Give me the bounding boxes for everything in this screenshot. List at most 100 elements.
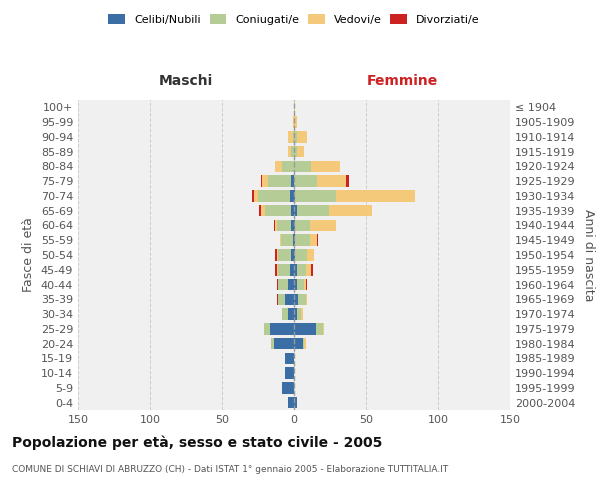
Bar [268, 176, 291, 187]
Bar [288, 131, 293, 142]
Bar [294, 190, 295, 202]
Bar [323, 323, 324, 334]
Text: Femmine: Femmine [367, 74, 437, 88]
Bar [294, 160, 311, 172]
Bar [305, 279, 307, 290]
Bar [271, 338, 274, 349]
Bar [277, 294, 278, 305]
Bar [310, 220, 336, 231]
Bar [295, 249, 307, 261]
Bar [294, 294, 298, 305]
Text: Popolazione per età, sesso e stato civile - 2005: Popolazione per età, sesso e stato civil… [12, 435, 382, 450]
Bar [298, 294, 305, 305]
Bar [294, 116, 297, 128]
Bar [278, 279, 288, 290]
Bar [286, 352, 294, 364]
Bar [294, 323, 316, 334]
Bar [293, 234, 294, 246]
Bar [316, 323, 323, 334]
Bar [329, 205, 372, 216]
Bar [277, 264, 278, 276]
Bar [291, 249, 294, 261]
Text: COMUNE DI SCHIAVI DI ABRUZZO (CH) - Dati ISTAT 1° gennaio 2005 - Elaborazione TU: COMUNE DI SCHIAVI DI ABRUZZO (CH) - Dati… [12, 465, 448, 474]
Bar [278, 294, 286, 305]
Bar [283, 160, 294, 172]
Bar [274, 220, 275, 231]
Bar [295, 234, 310, 246]
Bar [261, 205, 265, 216]
Bar [297, 279, 304, 290]
Bar [304, 279, 305, 290]
Bar [317, 176, 346, 187]
Bar [294, 264, 297, 276]
Bar [291, 220, 294, 231]
Bar [295, 220, 310, 231]
Bar [297, 308, 301, 320]
Bar [305, 264, 311, 276]
Bar [278, 264, 290, 276]
Bar [290, 190, 294, 202]
Bar [294, 397, 297, 408]
Bar [280, 234, 281, 246]
Bar [288, 308, 294, 320]
Bar [294, 131, 297, 142]
Bar [346, 176, 349, 187]
Bar [286, 294, 294, 305]
Bar [294, 205, 297, 216]
Bar [304, 338, 305, 349]
Bar [294, 146, 297, 158]
Bar [275, 249, 277, 261]
Bar [277, 249, 278, 261]
Bar [275, 220, 277, 231]
Bar [265, 205, 291, 216]
Text: Maschi: Maschi [159, 74, 213, 88]
Bar [294, 308, 297, 320]
Bar [317, 234, 319, 246]
Bar [294, 102, 295, 113]
Bar [261, 176, 262, 187]
Bar [297, 146, 304, 158]
Bar [294, 279, 297, 290]
Bar [286, 368, 294, 379]
Bar [264, 323, 269, 334]
Y-axis label: Anni di nascita: Anni di nascita [582, 209, 595, 301]
Bar [262, 176, 268, 187]
Bar [293, 131, 294, 142]
Bar [336, 190, 415, 202]
Bar [305, 294, 307, 305]
Bar [294, 220, 295, 231]
Bar [301, 308, 302, 320]
Bar [275, 160, 283, 172]
Bar [291, 205, 294, 216]
Bar [275, 264, 277, 276]
Bar [297, 131, 307, 142]
Bar [294, 234, 295, 246]
Bar [281, 234, 293, 246]
Bar [283, 382, 294, 394]
Bar [294, 176, 317, 187]
Bar [290, 264, 294, 276]
Bar [269, 323, 294, 334]
Bar [258, 190, 290, 202]
Bar [288, 146, 291, 158]
Legend: Celibi/Nubili, Coniugati/e, Vedovi/e, Divorziati/e: Celibi/Nubili, Coniugati/e, Vedovi/e, Di… [105, 10, 483, 28]
Bar [278, 249, 291, 261]
Bar [288, 279, 294, 290]
Bar [297, 264, 305, 276]
Bar [310, 234, 317, 246]
Bar [259, 205, 261, 216]
Bar [252, 190, 254, 202]
Bar [254, 190, 258, 202]
Bar [277, 279, 278, 290]
Bar [311, 264, 313, 276]
Bar [294, 338, 302, 349]
Bar [295, 190, 336, 202]
Bar [277, 220, 291, 231]
Bar [307, 249, 314, 261]
Bar [297, 205, 329, 216]
Bar [274, 338, 294, 349]
Bar [291, 176, 294, 187]
Bar [302, 338, 304, 349]
Y-axis label: Fasce di età: Fasce di età [22, 218, 35, 292]
Bar [293, 116, 294, 128]
